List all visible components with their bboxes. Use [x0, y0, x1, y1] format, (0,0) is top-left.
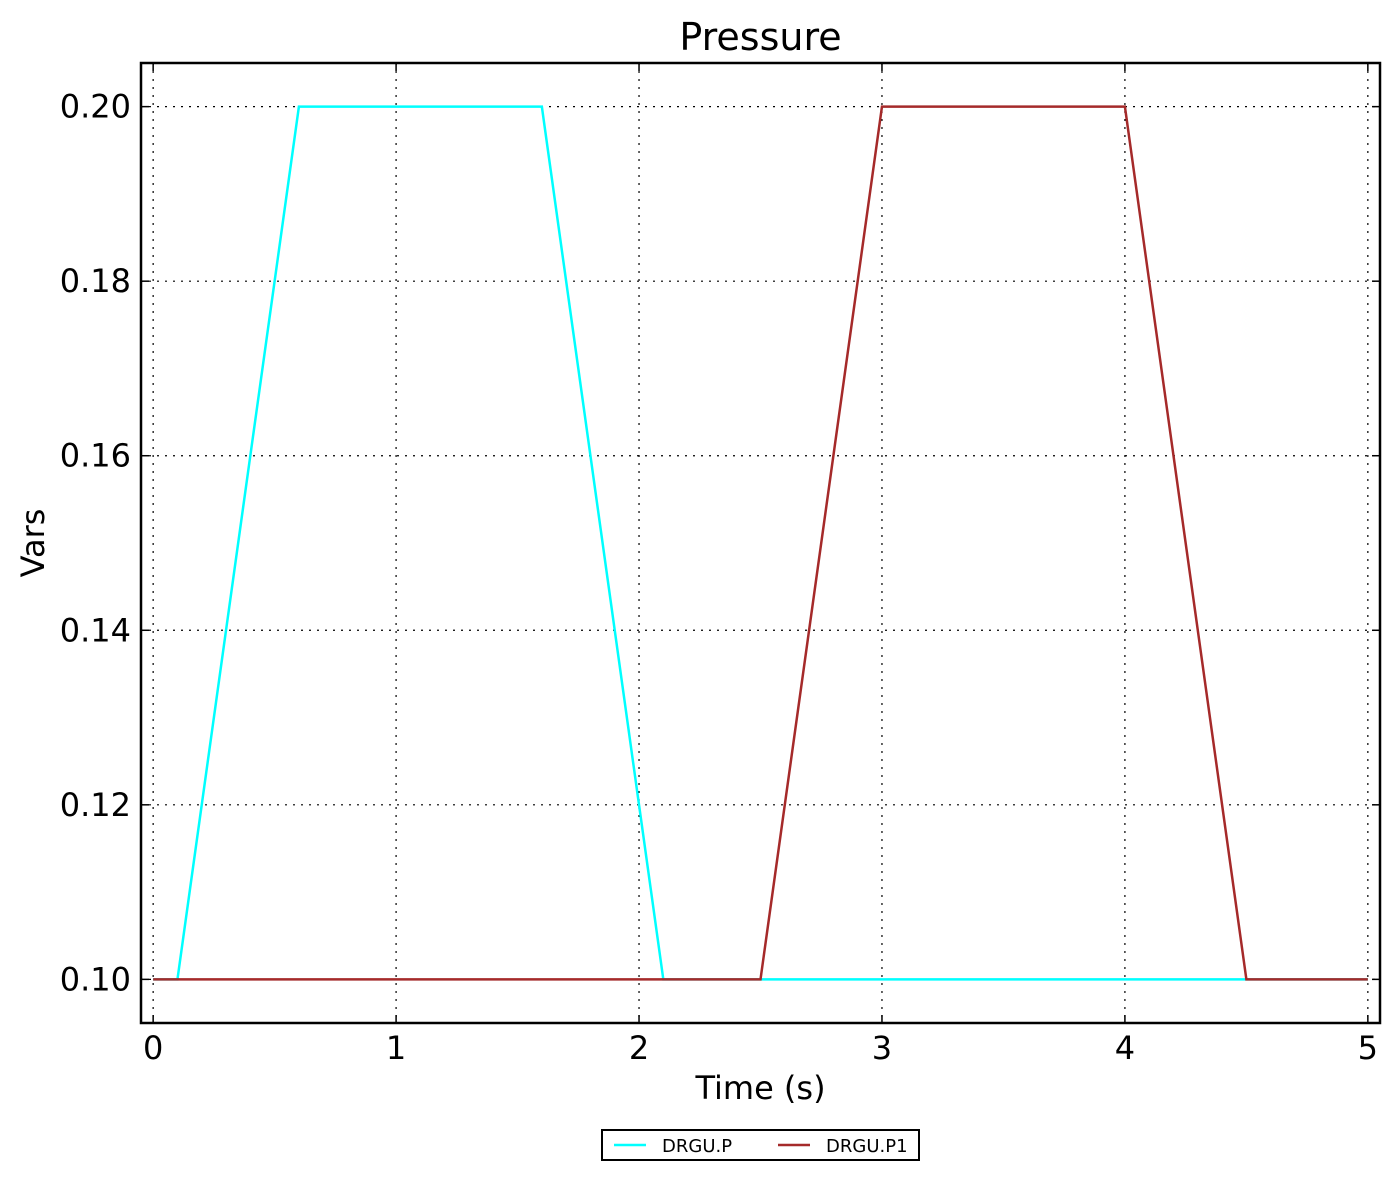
- y-tick-label: 0.20: [60, 88, 131, 126]
- y-tick-label: 0.10: [60, 960, 131, 998]
- plot-frame: [139, 61, 1382, 1025]
- y-axis-title: Vars: [14, 509, 52, 578]
- x-tick-label: 3: [872, 1029, 892, 1067]
- y-tick-label: 0.16: [60, 437, 131, 475]
- x-tick-label: 2: [629, 1029, 649, 1067]
- legend-box: [601, 1129, 920, 1161]
- legend-label: DRGU.P: [662, 1136, 732, 1157]
- tick-layer: 0 1 2 3 4 5 0.10 0.12 0.14 0.16 0.18 0.20: [60, 63, 1380, 1067]
- chart-title: Pressure: [679, 15, 841, 59]
- legend: DRGU.P DRGU.P1: [601, 1129, 920, 1161]
- y-tick-label: 0.12: [60, 786, 131, 824]
- legend-label: DRGU.P1: [826, 1136, 908, 1157]
- y-tick-label: 0.18: [60, 262, 131, 300]
- y-tick-label: 0.14: [60, 611, 131, 649]
- x-tick-label: 0: [143, 1029, 163, 1067]
- x-tick-label: 4: [1115, 1029, 1135, 1067]
- series-layer: [153, 105, 1368, 981]
- x-tick-label: 1: [386, 1029, 406, 1067]
- grid-layer: [141, 63, 1380, 1023]
- x-tick-label: 5: [1358, 1029, 1378, 1067]
- x-axis-title: Time (s): [694, 1069, 825, 1107]
- series-line-drgu-p1: [153, 105, 1368, 981]
